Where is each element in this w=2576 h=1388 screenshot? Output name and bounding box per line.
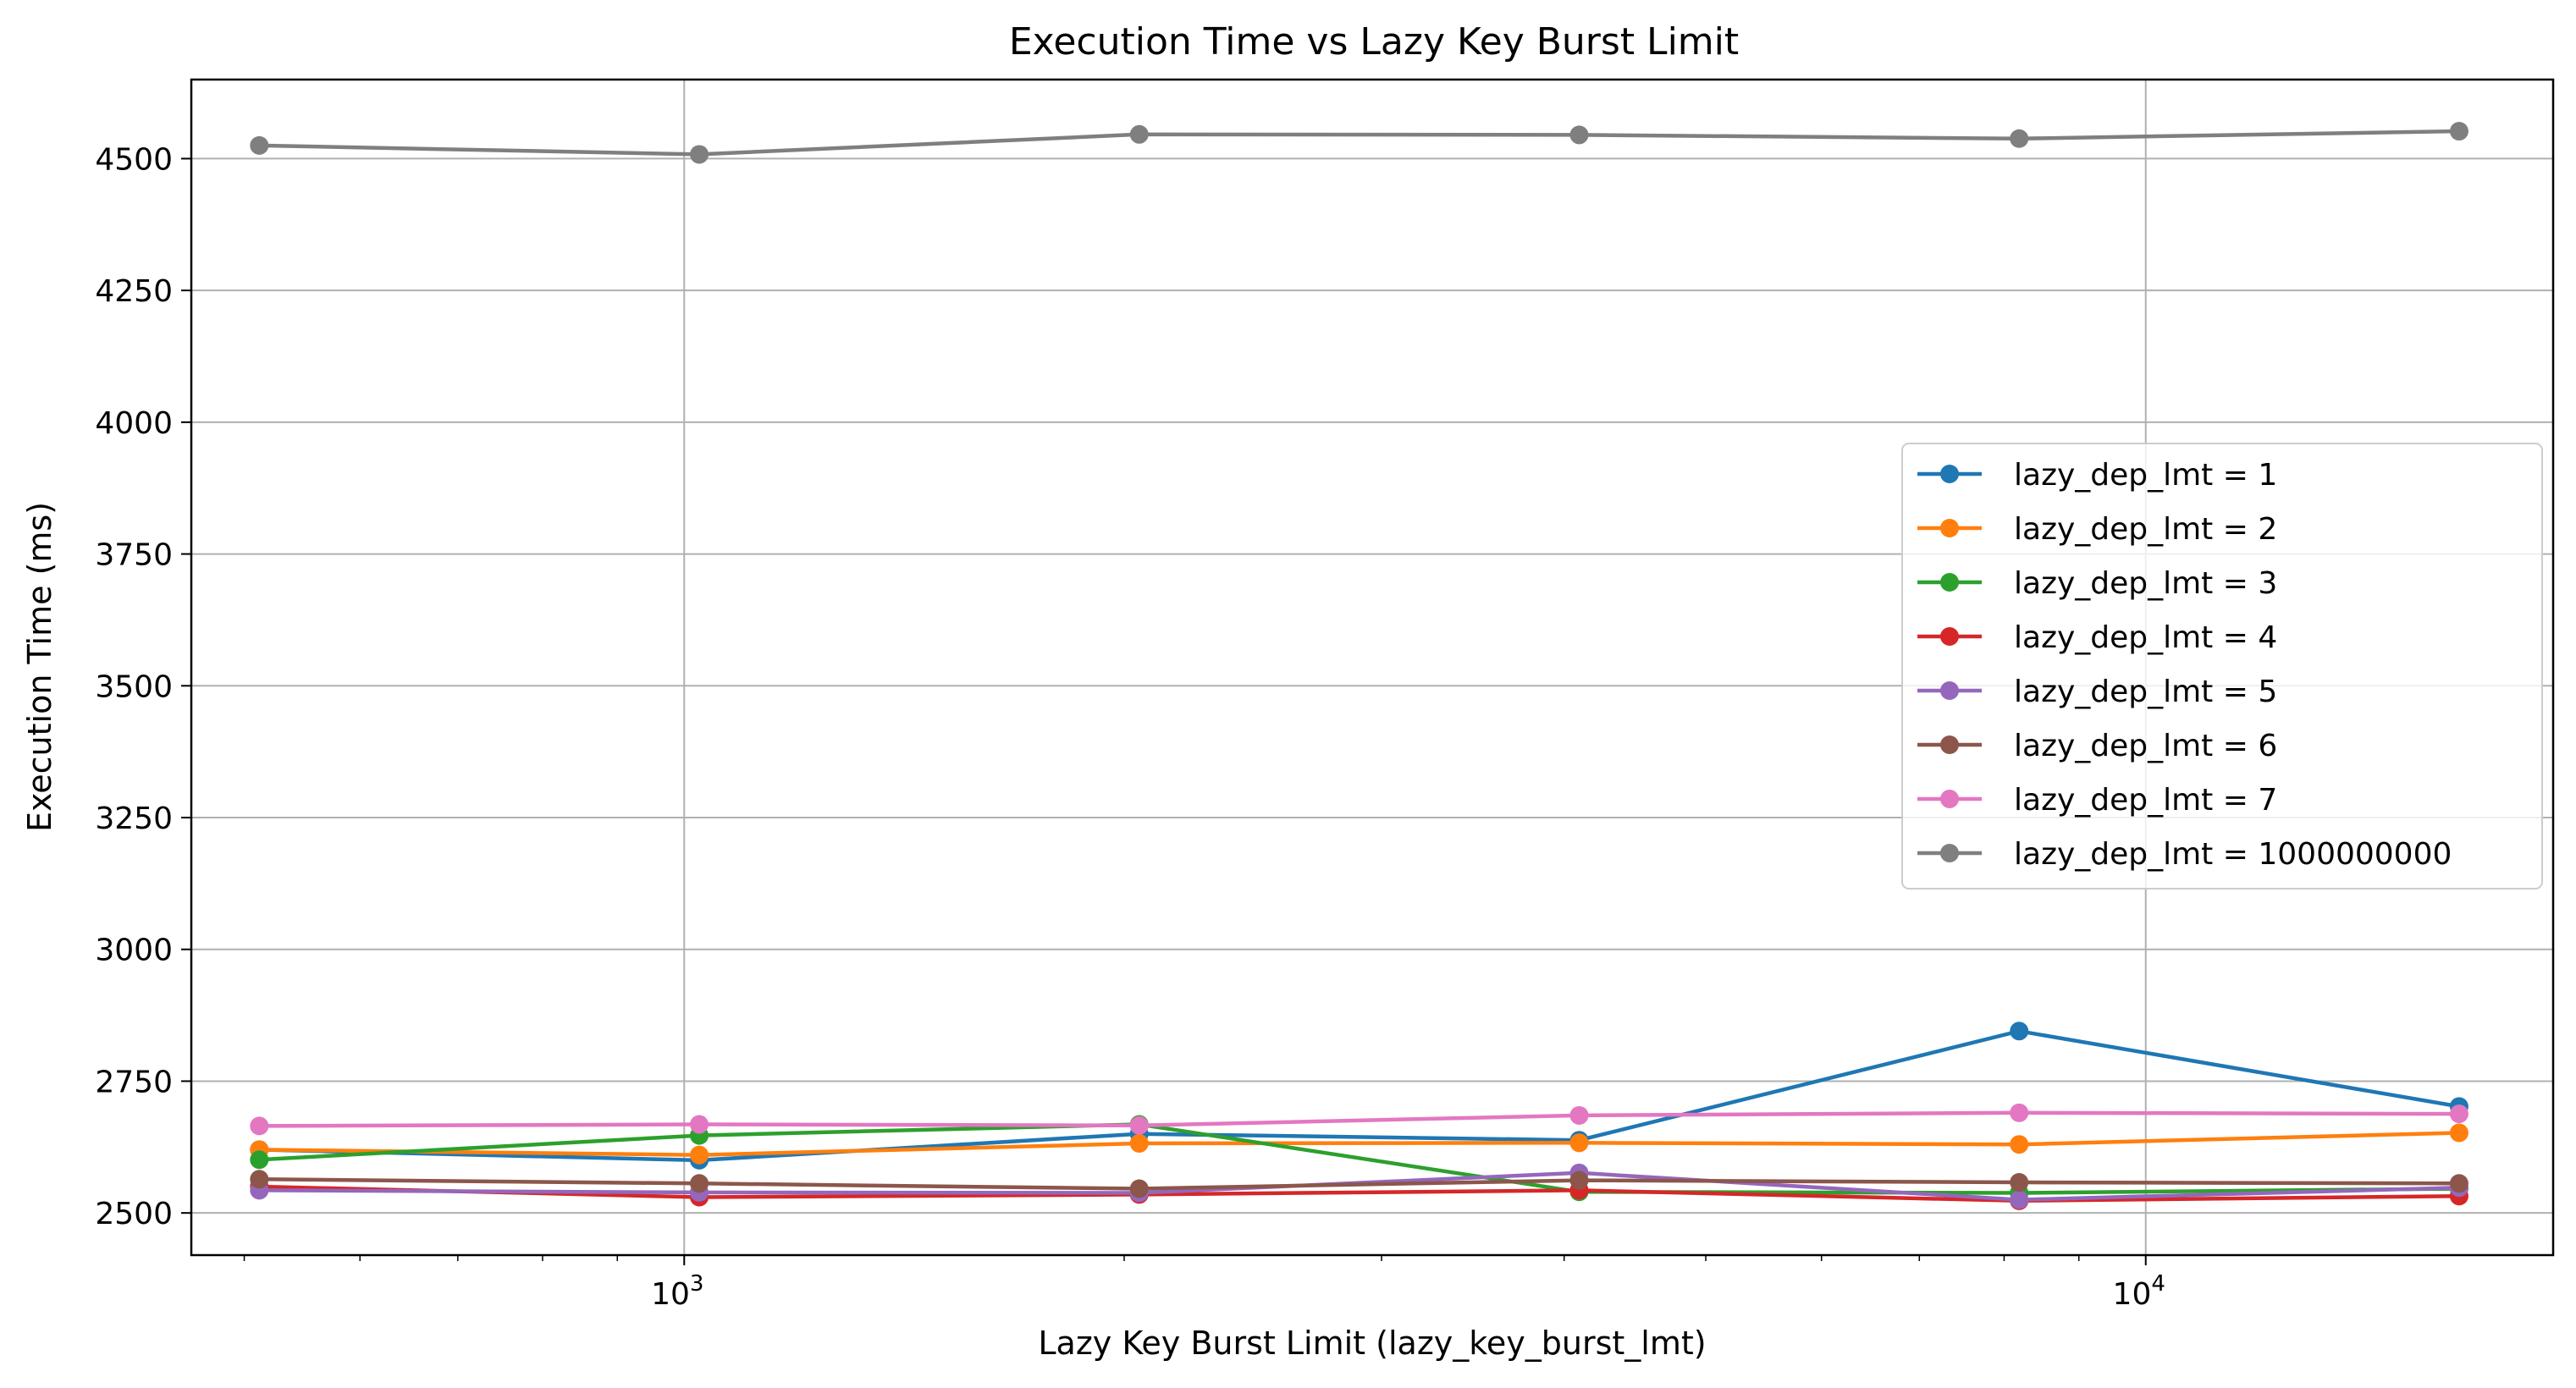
data-point: [2010, 1173, 2029, 1192]
tick-marks: [181, 157, 2147, 1265]
legend-label: lazy_dep_lmt = 5: [2014, 675, 2277, 709]
y-tick-label: 3750: [95, 538, 173, 573]
data-point: [2010, 1190, 2029, 1209]
legend-label: lazy_dep_lmt = 6: [2014, 729, 2277, 763]
data-point: [2010, 1022, 2029, 1041]
legend-label: lazy_dep_lmt = 3: [2014, 566, 2277, 601]
series-line: [259, 1110, 2459, 1128]
legend-label: lazy_dep_lmt = 7: [2014, 783, 2277, 818]
legend-label: lazy_dep_lmt = 2: [2014, 512, 2277, 547]
data-point: [250, 1170, 269, 1189]
data-point: [250, 1116, 269, 1136]
legend-marker: [1940, 573, 1959, 592]
data-point: [1129, 1115, 1149, 1135]
y-tick-label: 4250: [95, 274, 173, 309]
data-point: [690, 145, 709, 164]
data-point: [2010, 1135, 2029, 1154]
y-tick-label: 4000: [95, 406, 173, 441]
data-point: [2449, 1174, 2468, 1193]
data-point: [1129, 124, 1149, 144]
legend-item: lazy_dep_lmt = 1000000000: [1917, 837, 2452, 872]
x-axis-label: Lazy Key Burst Limit (lazy_key_burst_lmt…: [1038, 1325, 1706, 1362]
legend-label: lazy_dep_lmt = 4: [2014, 620, 2277, 655]
y-tick-label: 2750: [95, 1065, 173, 1099]
legend-marker: [1940, 519, 1959, 537]
legend-item: lazy_dep_lmt = 2: [1917, 512, 2277, 547]
legend-marker: [1940, 465, 1959, 483]
series-7: [250, 1103, 2468, 1136]
legend-item: lazy_dep_lmt = 7: [1917, 783, 2277, 818]
legend-marker: [1940, 627, 1959, 646]
y-tick-label: 3250: [95, 801, 173, 836]
data-point: [250, 135, 269, 155]
legend-item: lazy_dep_lmt = 6: [1917, 729, 2277, 763]
series-line: [259, 1177, 2459, 1191]
series-line: [259, 1122, 2459, 1195]
tick-labels: 2500 2750 3000 3250 3500 3750 4000 4250 4500 103 1…: [95, 142, 2165, 1312]
data-point: [250, 1150, 269, 1170]
legend-marker: [1940, 681, 1959, 700]
legend-marker: [1940, 790, 1959, 808]
series-line: [259, 1131, 2459, 1157]
y-tick-label: 3000: [95, 934, 173, 968]
x-tick-label: 104: [2113, 1271, 2165, 1312]
data-point: [2010, 1103, 2029, 1122]
data-point: [1569, 125, 1589, 145]
y-tick-label: 3500: [95, 669, 173, 704]
legend-item: lazy_dep_lmt = 4: [1917, 620, 2277, 655]
series-line: [259, 1029, 2460, 1163]
legend-item: lazy_dep_lmt = 3: [1917, 566, 2277, 601]
legend-box: [1901, 443, 2543, 890]
series: [250, 122, 2468, 1210]
data-point: [690, 1145, 709, 1165]
legend-label: lazy_dep_lmt = 1000000000: [2014, 837, 2452, 872]
series-2: [250, 1123, 2468, 1165]
legend-item: lazy_dep_lmt = 1: [1917, 458, 2277, 493]
data-point: [1569, 1105, 1589, 1125]
legend-marker: [1940, 735, 1959, 754]
data-point: [2449, 122, 2468, 141]
data-point: [2010, 129, 2029, 148]
data-point: [1569, 1133, 1589, 1153]
y-axis-label: Execution Time (ms): [21, 502, 58, 832]
legend: lazy_dep_lmt = 1 lazy_dep_lmt = 2 lazy_dep…: [1901, 443, 2543, 890]
data-point: [1129, 1133, 1149, 1153]
series-8: [250, 122, 2468, 164]
plot-frame: [190, 78, 2555, 1257]
chart-title: Execution Time vs Lazy Key Burst Limit: [1009, 20, 1739, 63]
legend-marker: [1940, 844, 1959, 862]
data-point: [2449, 1123, 2468, 1143]
data-point: [1129, 1179, 1149, 1198]
series-line: [259, 1184, 2459, 1203]
series-line: [259, 129, 2459, 157]
legend-label: lazy_dep_lmt = 1: [2014, 458, 2277, 493]
data-point: [1569, 1170, 1589, 1190]
legend-item: lazy_dep_lmt = 5: [1917, 675, 2277, 709]
series-6: [250, 1170, 2468, 1198]
y-tick-label: 2500: [95, 1197, 173, 1231]
data-point: [2449, 1104, 2468, 1124]
y-tick-label: 4500: [95, 142, 173, 177]
data-point: [690, 1115, 709, 1134]
data-point: [690, 1174, 709, 1193]
x-tick-label: 103: [651, 1271, 703, 1312]
